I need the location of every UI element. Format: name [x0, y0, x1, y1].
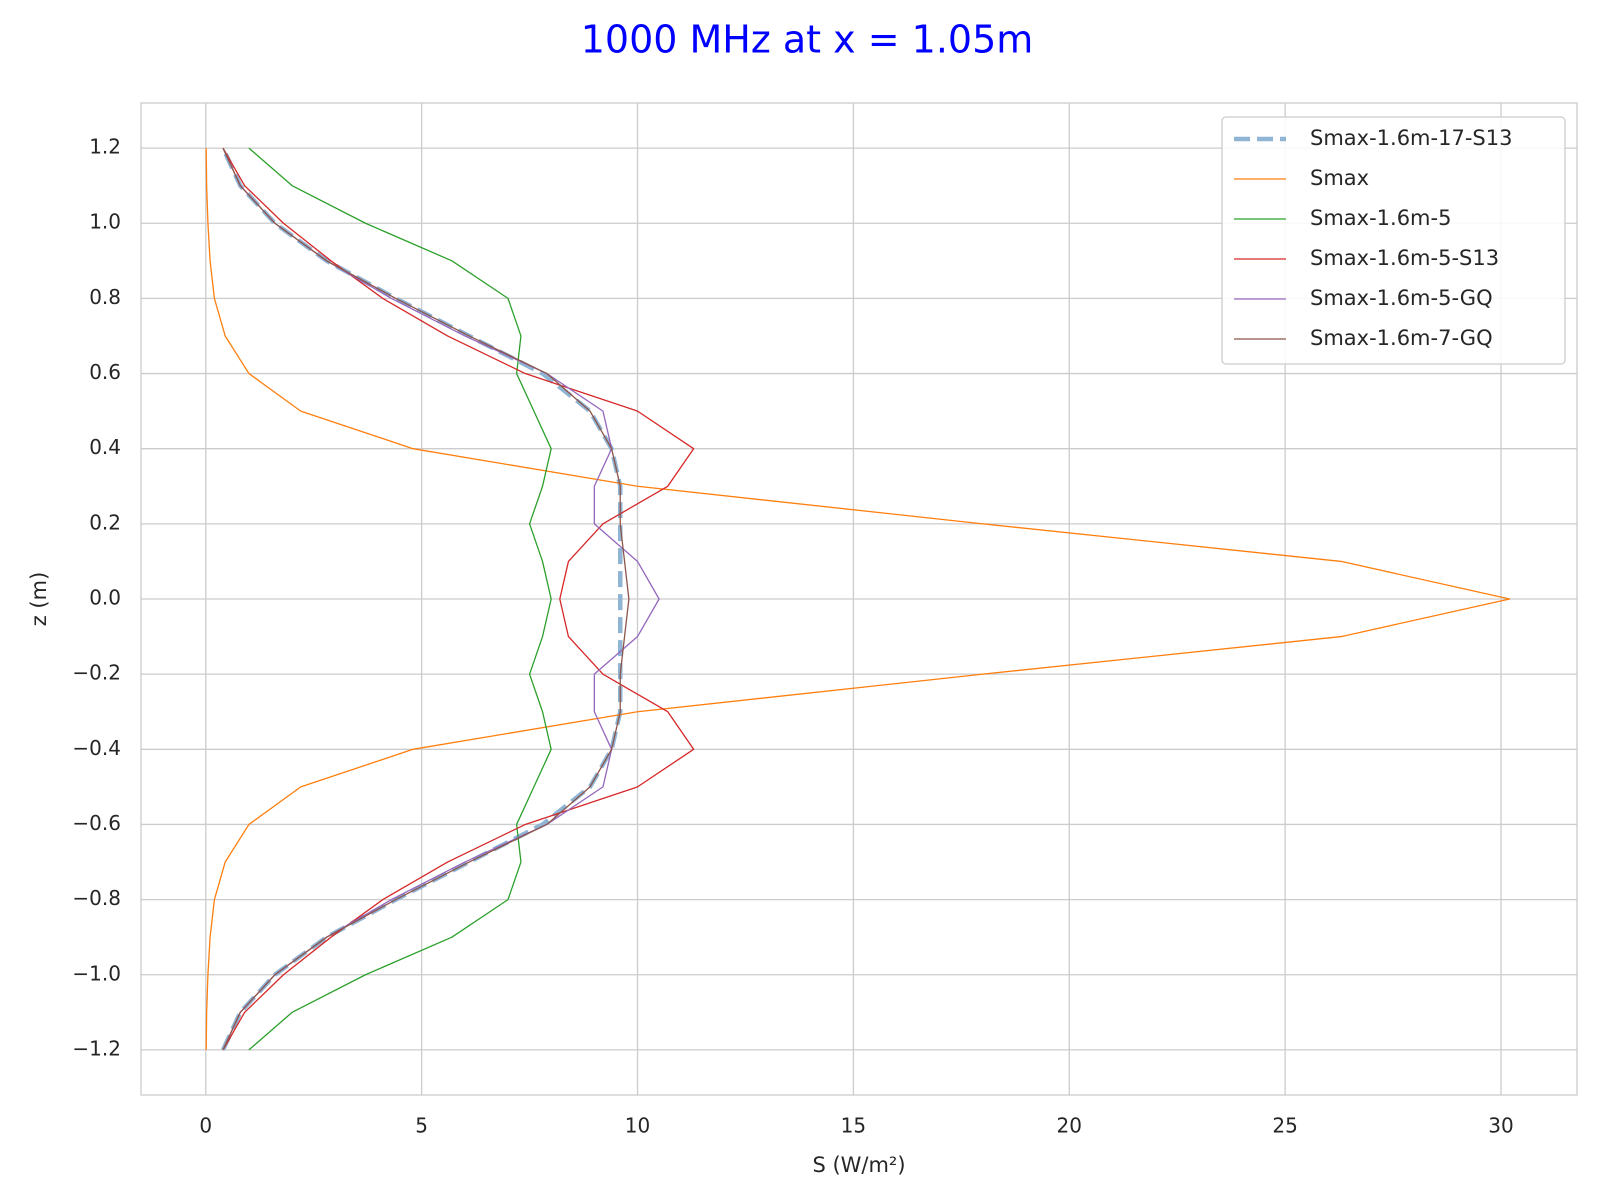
y-tick-label: −1.2 — [72, 1036, 121, 1060]
chart-title: 1000 MHz at x = 1.05m — [581, 18, 1034, 62]
x-tick-label: 0 — [199, 1114, 212, 1138]
legend-label: Smax-1.6m-7-GQ — [1310, 326, 1493, 350]
y-tick-label: 1.0 — [89, 210, 121, 234]
x-tick-label: 5 — [415, 1114, 428, 1138]
series-line — [248, 147, 552, 1051]
x-tick-label: 30 — [1488, 1114, 1513, 1138]
x-tick-label: 10 — [625, 1114, 650, 1138]
y-tick-label: 0.6 — [89, 360, 121, 384]
legend-label: Smax-1.6m-5 — [1310, 206, 1451, 230]
x-tick-label: 15 — [841, 1114, 866, 1138]
x-tick-label: 25 — [1272, 1114, 1297, 1138]
y-tick-label: −1.0 — [72, 961, 121, 985]
y-tick-label: −0.2 — [72, 661, 121, 685]
y-tick-label: 0.4 — [89, 435, 121, 459]
y-tick-label: 1.2 — [89, 135, 121, 159]
series-line — [222, 147, 695, 1051]
y-tick-label: 0.0 — [89, 586, 121, 610]
plot-frame — [140, 102, 1578, 1096]
legend-box — [1221, 116, 1566, 365]
legend-label: Smax-1.6m-17-S13 — [1310, 126, 1512, 150]
y-tick-label: −0.6 — [72, 811, 121, 835]
y-tick-label: −0.4 — [72, 736, 121, 760]
x-tick-label: 20 — [1057, 1114, 1082, 1138]
y-tick-label: 0.2 — [89, 510, 121, 534]
series-line — [222, 147, 630, 1051]
legend-label: Smax-1.6m-5-S13 — [1310, 246, 1499, 270]
y-tick-label: 0.8 — [89, 285, 121, 309]
x-axis-label: S (W/m²) — [812, 1153, 905, 1177]
legend-label: Smax — [1310, 166, 1369, 190]
series-line — [222, 147, 660, 1051]
y-tick-label: −0.8 — [72, 886, 121, 910]
legend-label: Smax-1.6m-5-GQ — [1310, 286, 1493, 310]
series-line — [205, 148, 1511, 1050]
y-axis-label: z (m) — [27, 572, 51, 627]
